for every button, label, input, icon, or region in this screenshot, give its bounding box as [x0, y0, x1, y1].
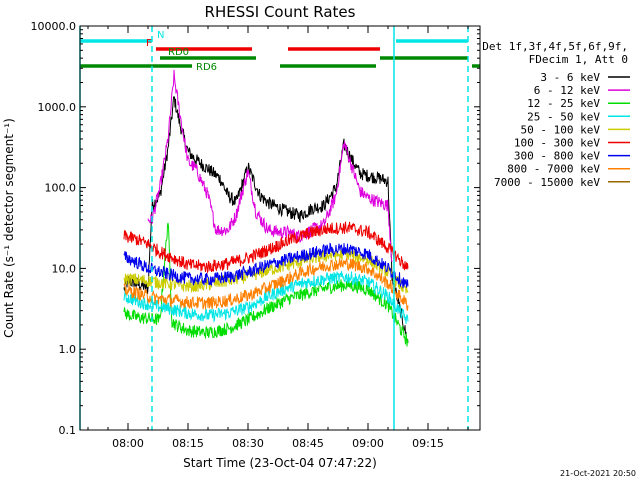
- attenuator-label-n: N: [157, 30, 164, 41]
- legend-entry-label: 800 - 7000 keV: [507, 163, 600, 176]
- y-tick-label: 1.0: [59, 343, 77, 356]
- legend-entry-label: 6 - 12 keV: [534, 84, 601, 97]
- legend-entry-label: 12 - 25 keV: [527, 97, 600, 110]
- legend-entry-label: 3 - 6 keV: [540, 71, 600, 84]
- series-trace-300-800-kev: [123, 242, 409, 289]
- legend-header-line: Det 1f,3f,4f,5f,6f,9f,: [482, 40, 628, 53]
- timestamp-label: 21-Oct-2021 20:50: [560, 469, 636, 478]
- series-trace-3-6-kev: [123, 95, 409, 344]
- y-tick-label: 0.1: [59, 424, 77, 437]
- legend: Det 1f,3f,4f,5f,6f,9f,FDecim 1, Att 0 3 -…: [482, 40, 630, 189]
- plot-frame: [79, 25, 481, 431]
- attenuator-label-rd6: RD6: [196, 62, 217, 73]
- attenuator-bar-layer: NF RD0 RD6: [80, 30, 480, 73]
- y-tick-label: 100.0: [45, 182, 77, 195]
- y-tick-label: 10000.0: [31, 20, 77, 33]
- series-trace-800-7000-kev: [123, 257, 409, 311]
- legend-entry-label: 100 - 300 keV: [514, 137, 600, 150]
- trace-layer: [123, 69, 409, 347]
- x-tick-label: 08:30: [232, 437, 264, 450]
- axis-layer: 0.1 1.0 10.0 100.0 1000.0 10000.0 08:00 08:15 08…: [31, 20, 480, 450]
- y-axis-label: Count Rate (s⁻¹ detector segment⁻¹): [2, 118, 16, 338]
- x-tick-label: 09:15: [412, 437, 444, 450]
- legend-entry-label: 25 - 50 keV: [527, 110, 600, 123]
- legend-entry-label: 300 - 800 keV: [514, 150, 600, 163]
- legend-header-line: FDecim 1, Att 0: [529, 53, 628, 66]
- x-tick-label: 08:45: [292, 437, 324, 450]
- legend-entry-label: 50 - 100 keV: [521, 123, 601, 136]
- x-tick-label: 08:00: [112, 437, 144, 450]
- series-trace-100-300-kev: [123, 221, 409, 274]
- legend-entry-label: 7000 - 15000 keV: [494, 176, 600, 189]
- attenuator-label-rd0: RD0: [168, 47, 189, 58]
- chart-title: RHESSI Count Rates: [205, 3, 356, 21]
- series-trace-6-12-kev: [147, 69, 393, 263]
- y-tick-label: 10.0: [52, 262, 77, 275]
- x-tick-label: 08:15: [172, 437, 204, 450]
- x-tick-label: 09:00: [352, 437, 384, 450]
- attenuator-label-f: F: [146, 38, 152, 49]
- y-tick-label: 1000.0: [38, 101, 77, 114]
- x-axis-label: Start Time (23-Oct-04 07:47:22): [183, 456, 377, 470]
